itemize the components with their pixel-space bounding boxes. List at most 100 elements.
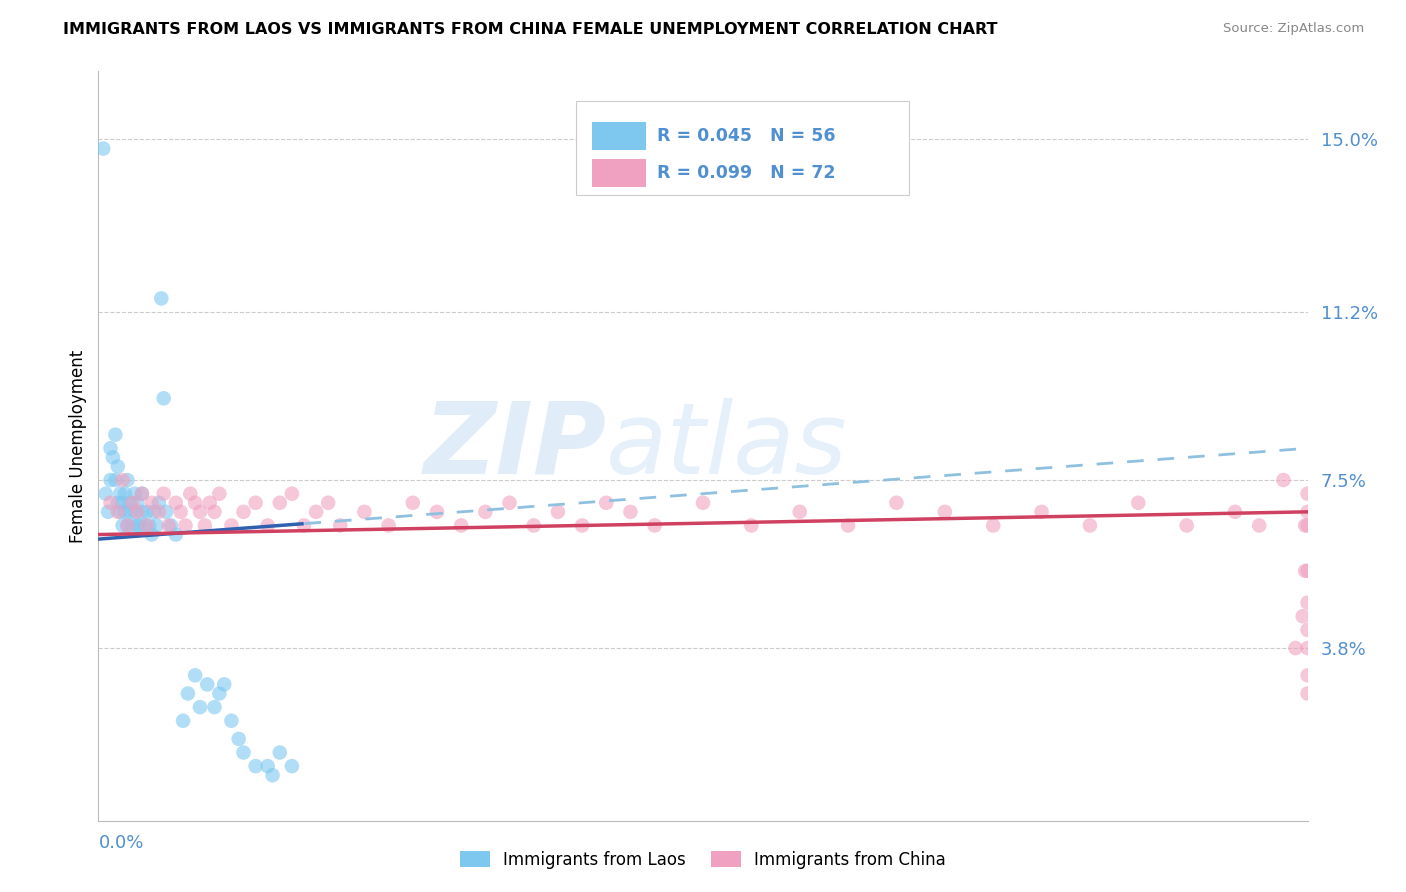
- Point: [174, 518, 197, 533]
- Point: [221, 714, 243, 728]
- Point: [1296, 564, 1319, 578]
- Point: [1296, 596, 1319, 610]
- Point: [292, 518, 315, 533]
- Point: [740, 518, 762, 533]
- Point: [281, 759, 304, 773]
- Point: [111, 473, 134, 487]
- Point: [208, 686, 231, 700]
- Point: [1296, 486, 1319, 500]
- Text: IMMIGRANTS FROM LAOS VS IMMIGRANTS FROM CHINA FEMALE UNEMPLOYMENT CORRELATION CH: IMMIGRANTS FROM LAOS VS IMMIGRANTS FROM …: [63, 22, 998, 37]
- Point: [212, 677, 235, 691]
- Point: [1249, 518, 1271, 533]
- Point: [114, 486, 136, 500]
- Point: [1272, 473, 1295, 487]
- Point: [305, 505, 328, 519]
- Y-axis label: Female Unemployment: Female Unemployment: [69, 350, 87, 542]
- Point: [107, 505, 129, 519]
- Point: [426, 505, 449, 519]
- Point: [141, 527, 163, 541]
- Point: [1175, 518, 1198, 533]
- Point: [1296, 518, 1319, 533]
- Point: [1296, 668, 1319, 682]
- FancyBboxPatch shape: [592, 159, 647, 187]
- Point: [157, 518, 180, 533]
- Text: ZIP: ZIP: [423, 398, 606, 494]
- Point: [124, 505, 146, 519]
- Point: [595, 496, 617, 510]
- Point: [114, 505, 136, 519]
- Point: [269, 496, 291, 510]
- Point: [228, 731, 250, 746]
- Point: [474, 505, 496, 519]
- Point: [204, 700, 226, 714]
- Point: [198, 496, 221, 510]
- Point: [1296, 686, 1319, 700]
- Point: [1128, 496, 1150, 510]
- Point: [644, 518, 666, 533]
- Point: [155, 505, 177, 519]
- Point: [160, 518, 183, 533]
- Point: [143, 505, 166, 519]
- Point: [111, 496, 134, 510]
- Text: R = 0.099   N = 72: R = 0.099 N = 72: [657, 164, 835, 182]
- Point: [127, 518, 149, 533]
- Point: [177, 686, 200, 700]
- Point: [152, 392, 174, 406]
- Point: [145, 518, 167, 533]
- Point: [981, 518, 1004, 533]
- Point: [498, 496, 520, 510]
- Point: [100, 473, 122, 487]
- Point: [165, 527, 187, 541]
- Point: [94, 486, 117, 500]
- Point: [377, 518, 399, 533]
- Point: [547, 505, 569, 519]
- Point: [127, 505, 149, 519]
- Point: [141, 496, 163, 510]
- Text: 0.0%: 0.0%: [98, 834, 143, 852]
- Point: [138, 518, 160, 533]
- Point: [402, 496, 425, 510]
- Point: [204, 505, 226, 519]
- Point: [100, 496, 122, 510]
- Point: [121, 518, 143, 533]
- Point: [165, 496, 187, 510]
- Point: [188, 505, 211, 519]
- Point: [1078, 518, 1101, 533]
- Point: [107, 496, 129, 510]
- Point: [194, 518, 217, 533]
- Point: [184, 668, 207, 682]
- Point: [208, 486, 231, 500]
- Point: [232, 505, 254, 519]
- Point: [148, 505, 170, 519]
- Point: [1296, 641, 1319, 656]
- Point: [91, 142, 114, 156]
- Point: [692, 496, 714, 510]
- Point: [118, 496, 141, 510]
- Point: [100, 442, 122, 456]
- Point: [152, 486, 174, 500]
- Point: [117, 473, 139, 487]
- Point: [269, 746, 291, 760]
- Point: [523, 518, 546, 533]
- FancyBboxPatch shape: [576, 102, 908, 195]
- Point: [107, 459, 129, 474]
- Point: [1292, 609, 1315, 624]
- Point: [117, 518, 139, 533]
- Point: [188, 700, 211, 714]
- Point: [1031, 505, 1053, 519]
- Point: [148, 496, 170, 510]
- Point: [135, 505, 157, 519]
- Point: [221, 518, 243, 533]
- Point: [619, 505, 641, 519]
- Point: [104, 473, 127, 487]
- Point: [245, 496, 267, 510]
- Point: [124, 486, 146, 500]
- Point: [128, 518, 150, 533]
- Point: [450, 518, 472, 533]
- Point: [111, 518, 134, 533]
- Point: [934, 505, 956, 519]
- Text: atlas: atlas: [606, 398, 848, 494]
- Point: [1296, 623, 1319, 637]
- Point: [281, 486, 304, 500]
- Legend: Immigrants from Laos, Immigrants from China: Immigrants from Laos, Immigrants from Ch…: [460, 850, 946, 869]
